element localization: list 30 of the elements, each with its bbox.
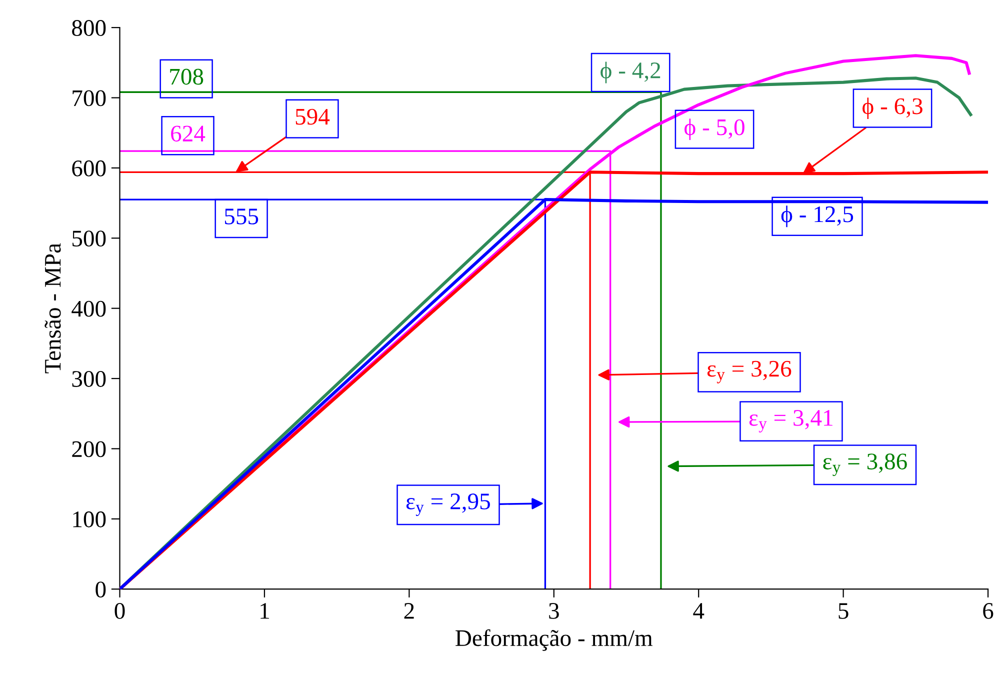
x-tick-label: 0 [114, 602, 125, 619]
annotation: ε$_{y}$ = 3,26 [707, 360, 792, 384]
y-tick-label: 400 [72, 300, 106, 317]
x-tick-label: 4 [693, 603, 704, 619]
y-tick-label: 800 [72, 20, 106, 36]
x-tick-label: 6 [983, 603, 994, 619]
x-tick-label: 2 [404, 603, 414, 619]
y-tick-label: 300 [72, 371, 106, 387]
x-axis-title: Deformação - mm/m [456, 629, 653, 651]
annotation: 555 [224, 208, 258, 224]
y-tick-label: 700 [72, 90, 106, 106]
annotation: 708 [170, 68, 204, 85]
y-tick-label: 500 [72, 230, 106, 247]
y-axis-title: Tensão - MPa [44, 243, 61, 374]
annotation: ε$_{y}$ = 3,86 [823, 454, 907, 476]
y-tick-label: 100 [73, 511, 106, 528]
annotation: ε$_{y}$ = 2,95 [406, 494, 490, 516]
y-tick-label: 600 [72, 160, 106, 176]
annotation: ϕ - 4,2 [600, 62, 660, 84]
y-tick-label: 200 [72, 441, 106, 458]
annotation: ϕ - 12,5 [781, 206, 854, 228]
x-tick-label: 5 [838, 603, 848, 619]
annotation: 594 [296, 108, 330, 125]
x-tick-label: 1 [260, 603, 269, 619]
x-tick-label: 3 [549, 603, 559, 619]
y-tick-label: 0 [96, 582, 106, 598]
annotation: ε$_{y}$ = 3,41 [749, 410, 832, 432]
annotation: ϕ - 6,3 [862, 98, 922, 119]
annotation: ϕ - 5,0 [684, 118, 744, 140]
annotation: 624 [171, 126, 206, 142]
